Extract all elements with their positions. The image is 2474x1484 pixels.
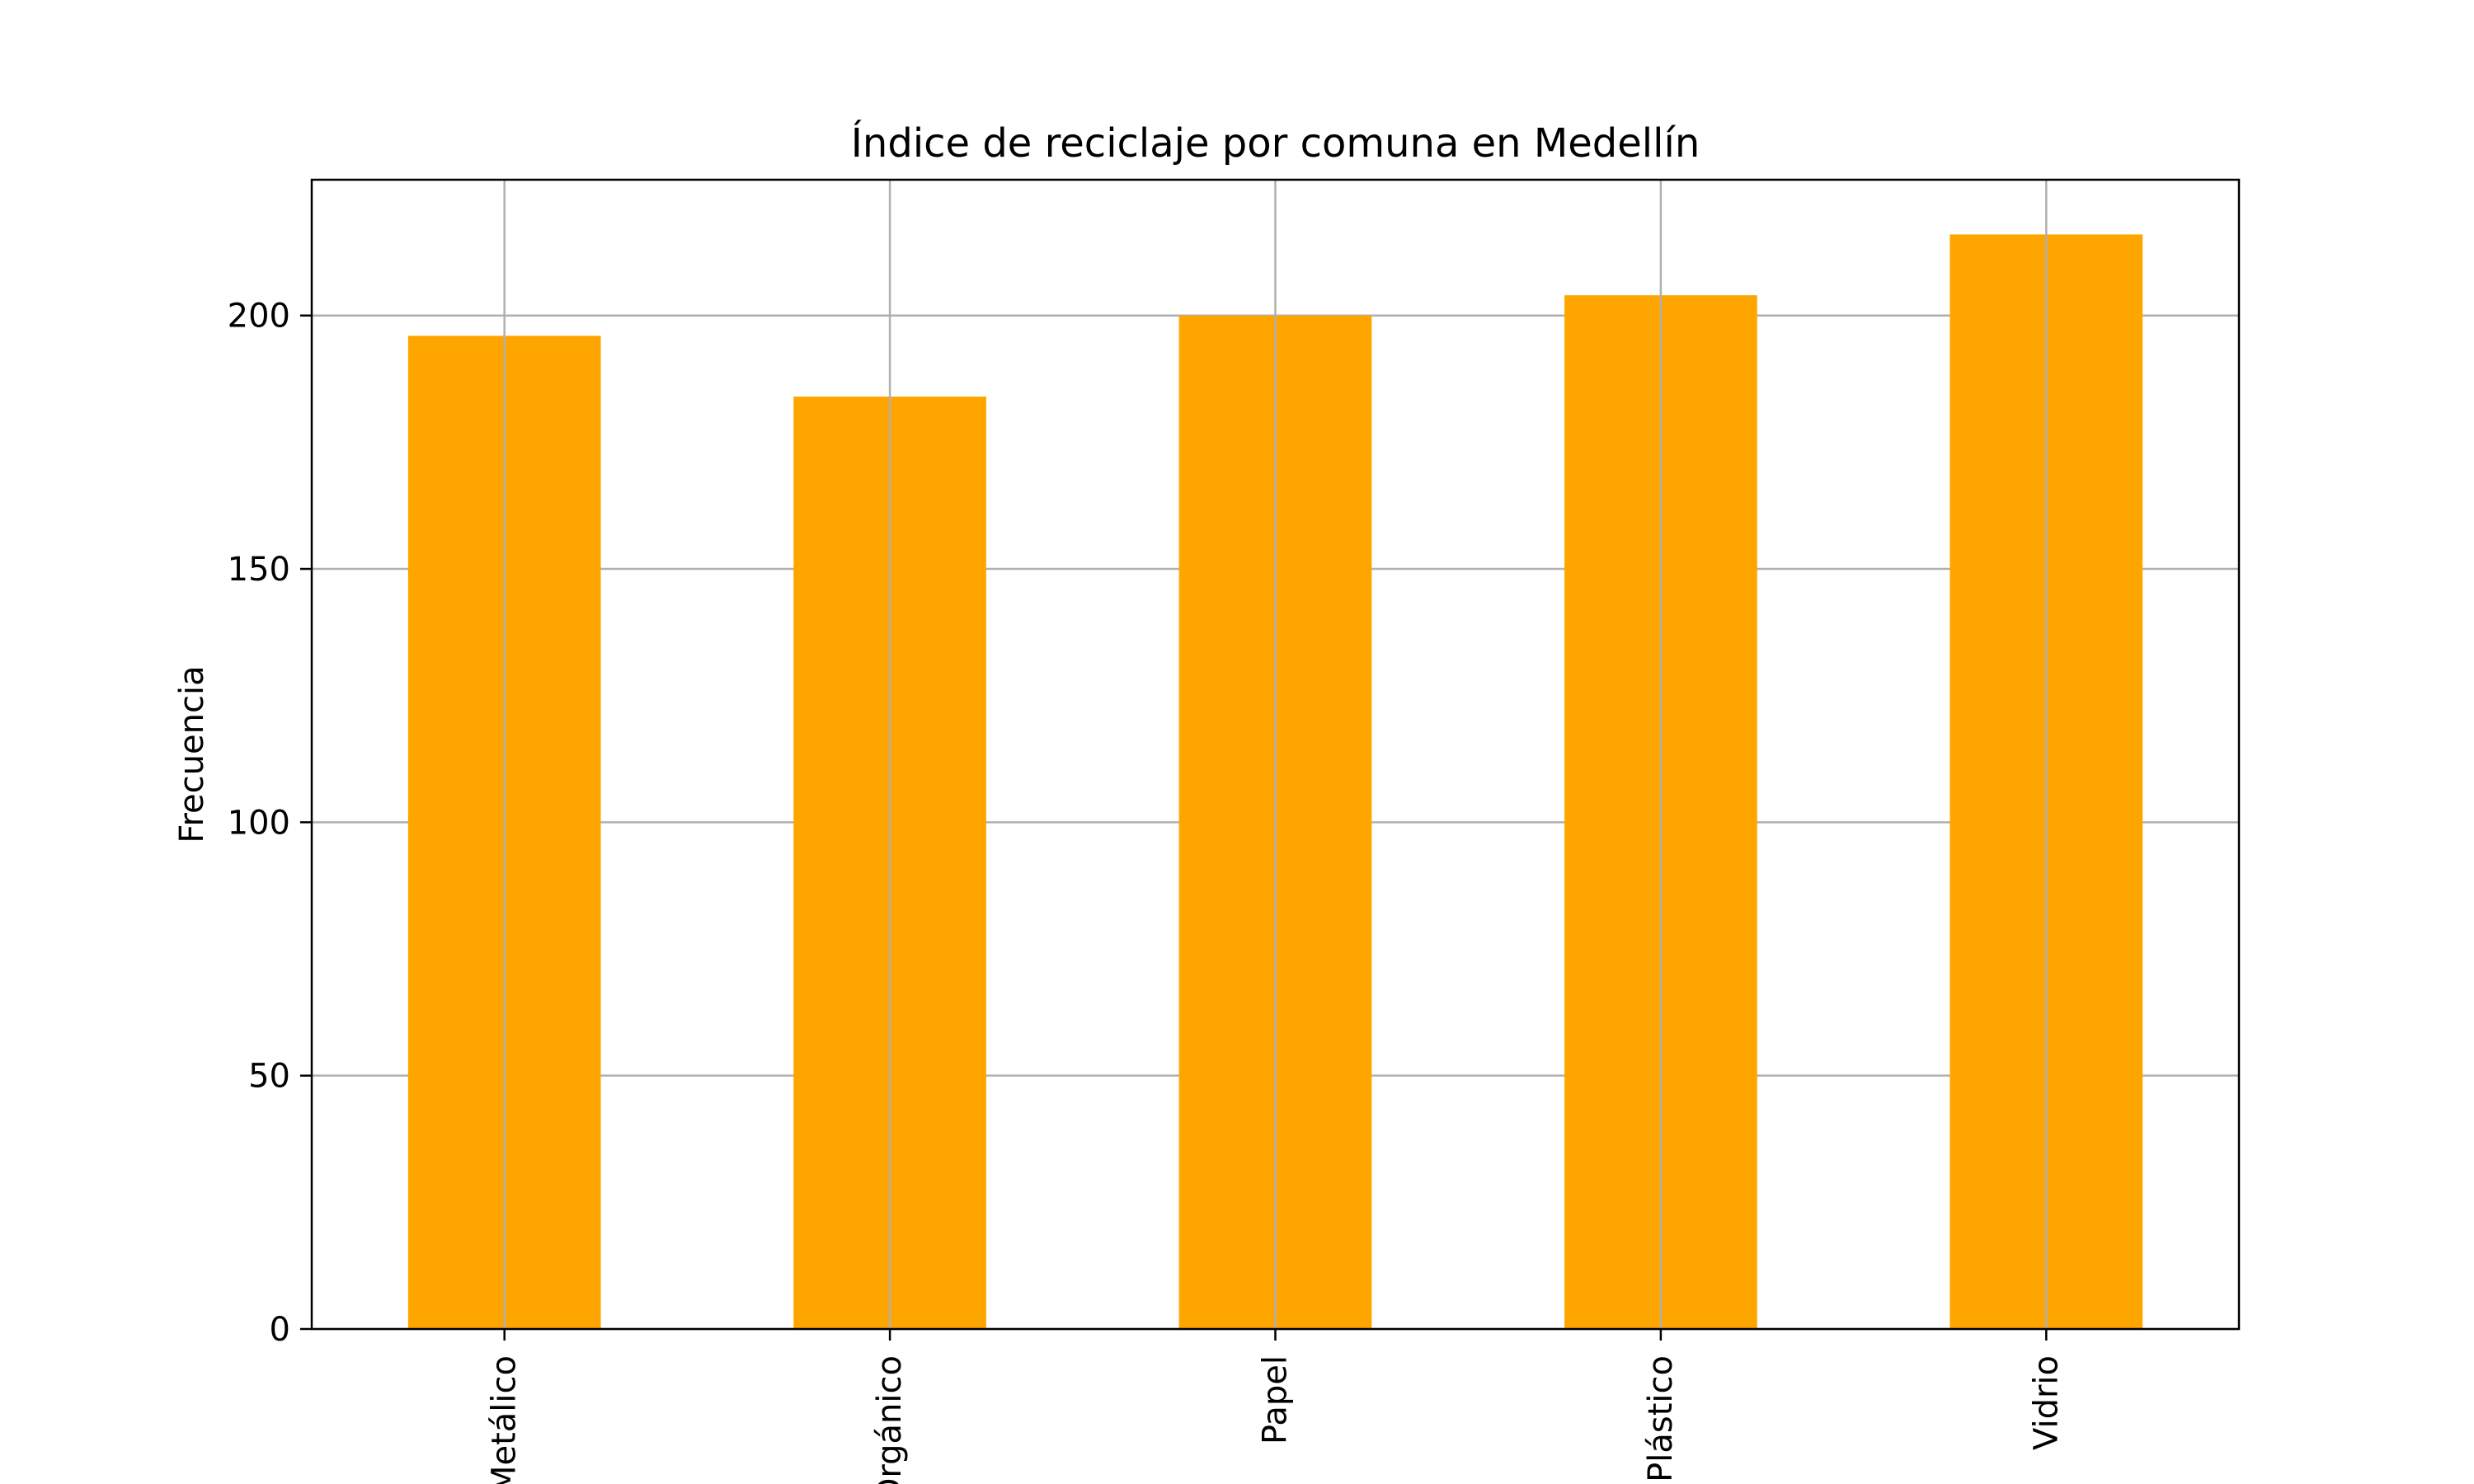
x-tick-label: Vidrio — [2027, 1355, 2065, 1450]
y-tick-label: 150 — [228, 551, 290, 589]
axis-ticks: 0 50 100 150 200 Metálico Orgánico Papel Plástic… — [228, 298, 2066, 1484]
vertical-grid-lines — [503, 180, 2048, 1329]
x-tick-label: Papel — [1257, 1355, 1295, 1444]
chart-title: Índice de reciclaje por comuna en Medell… — [851, 120, 1700, 167]
x-tick-label: Orgánico — [871, 1355, 909, 1484]
y-axis-label: Frecuencia — [173, 665, 211, 843]
x-tick-label: Metálico — [486, 1355, 524, 1484]
y-tick-label: 50 — [248, 1058, 290, 1096]
y-tick-label: 200 — [228, 298, 290, 336]
y-tick-label: 100 — [228, 804, 290, 842]
x-tick-label: Plástico — [1642, 1355, 1680, 1482]
y-tick-label: 0 — [270, 1311, 290, 1349]
